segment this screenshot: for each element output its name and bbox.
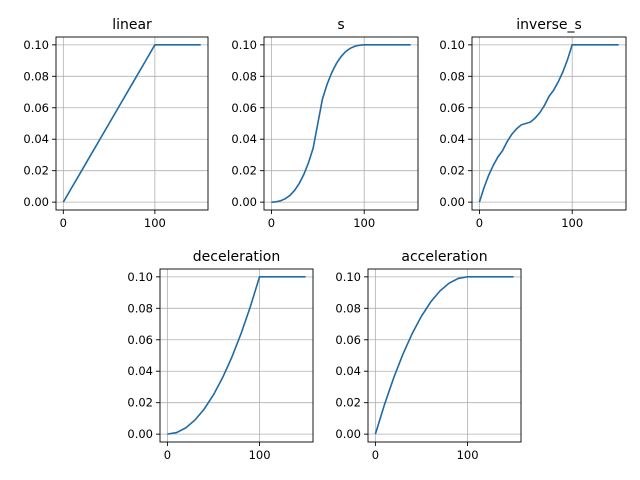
y-tick-label: 0.06 [127,333,153,347]
series-line [271,44,411,203]
y-tick-label: 0.04 [231,132,257,146]
subplot-title: acceleration [401,249,487,265]
axes-frame [55,36,209,211]
y-tick-label: 0.00 [231,195,257,209]
y-tick-label: 0.06 [335,333,361,347]
y-tick-label: 0.08 [23,69,49,83]
y-tick-label: 0.02 [439,164,465,178]
y-tick-label: 0.06 [439,101,465,115]
y-tick-label: 0.00 [439,195,465,209]
x-tick-label: 100 [457,448,479,462]
y-tick-label: 0.02 [335,396,361,410]
subplot-linear: 0 100 0.00 0.02 0.04 0.06 0.08 0.10 linear [23,17,209,230]
y-tick-label: 0.04 [127,364,153,378]
y-tick-label: 0.10 [127,270,153,284]
y-tick-label: 0.10 [439,38,465,52]
x-tick-label: 100 [561,216,583,230]
y-tick-label: 0.02 [231,164,257,178]
y-tick-label: 0.04 [439,132,465,146]
y-tick-label: 0.08 [127,301,153,315]
subplot-title: s [337,17,344,33]
y-tick-label: 0.04 [23,132,49,146]
series-line [167,276,306,435]
y-tick-label: 0.00 [127,427,153,441]
x-tick-label: 100 [249,448,271,462]
series-line [478,44,619,203]
y-tick-label: 0.10 [231,38,257,52]
y-tick-label: 0.06 [23,101,49,115]
y-tick-label: 0.02 [23,164,49,178]
subplot-title: linear [112,17,152,33]
axes-frame [471,36,627,211]
x-tick-label: 0 [372,448,379,462]
series-line [374,276,514,435]
y-tick-label: 0.08 [439,69,465,83]
y-tick-label: 0.00 [335,427,361,441]
y-tick-label: 0.10 [335,270,361,284]
y-tick-label: 0.02 [127,396,153,410]
x-tick-label: 0 [476,216,483,230]
subplot-s: 0 100 0.00 0.02 0.04 0.06 0.08 0.10 s [231,17,419,230]
subplot-acceleration: 0 100 0.00 0.02 0.04 0.06 0.08 0.10 acceleration [335,249,522,462]
y-tick-label: 0.00 [23,195,49,209]
y-tick-label: 0.08 [231,69,257,83]
y-tick-label: 0.08 [335,301,361,315]
y-tick-label: 0.06 [231,101,257,115]
x-tick-label: 0 [164,448,171,462]
x-tick-label: 0 [60,216,67,230]
x-tick-label: 0 [268,216,275,230]
series-line [62,44,201,203]
x-tick-label: 100 [353,216,375,230]
axes-frame [159,268,314,443]
x-tick-label: 100 [144,216,166,230]
subplot-inverse-s: 0 100 0.00 0.02 0.04 0.06 0.08 0.10 inverse_s [439,17,627,230]
y-tick-label: 0.10 [23,38,49,52]
subplot-title: inverse_s [516,17,582,33]
subplot-deceleration: 0 100 0.00 0.02 0.04 0.06 0.08 0.10 deceleration [127,249,314,462]
y-tick-label: 0.04 [335,364,361,378]
subplot-title: deceleration [193,249,280,265]
axes-frame [367,268,522,443]
axes-frame [263,36,419,211]
